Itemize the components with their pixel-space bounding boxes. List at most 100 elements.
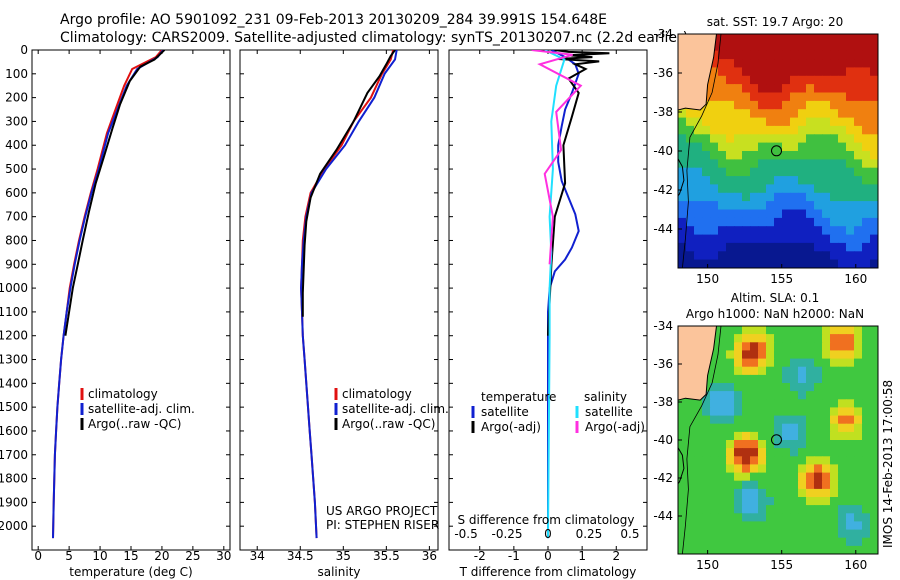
- map-cell: [702, 209, 711, 219]
- map-cell: [774, 407, 783, 417]
- map-cell: [806, 342, 815, 351]
- map-cell: [806, 176, 815, 186]
- map-cell: [870, 176, 878, 186]
- map-cell: [782, 50, 791, 60]
- map-cell: [854, 488, 863, 498]
- map-cell: [798, 142, 807, 152]
- map-cell: [686, 159, 695, 169]
- map-cell: [806, 184, 815, 194]
- map-cell: [838, 234, 847, 244]
- map-cell: [806, 407, 815, 417]
- map-cell: [758, 383, 767, 392]
- map-cell: [870, 472, 878, 482]
- y-tick-label: 1100: [0, 305, 28, 319]
- map-cell: [846, 423, 855, 433]
- x-axis-label: temperature (deg C): [69, 565, 192, 579]
- map-cell: [798, 184, 807, 194]
- map-cell: [854, 391, 863, 400]
- map-cell: [846, 431, 855, 441]
- map-cell: [798, 109, 807, 119]
- map-cell: [854, 521, 863, 531]
- map-cell: [718, 192, 727, 202]
- map-cell: [782, 67, 791, 77]
- map-cell: [678, 259, 687, 268]
- y-tick-label: 1900: [0, 495, 28, 509]
- series-line-2: [301, 50, 396, 317]
- map-cell: [870, 448, 878, 457]
- map-cell: [822, 537, 831, 547]
- map-cell: [790, 440, 799, 449]
- map-cell: [790, 464, 799, 474]
- map-cell: [742, 407, 751, 417]
- map-cell: [774, 545, 783, 554]
- map-cell: [726, 399, 735, 408]
- map-cell: [830, 92, 839, 102]
- map-cell: [790, 50, 799, 60]
- map-cell: [766, 334, 775, 343]
- map-cell: [758, 251, 767, 261]
- map-cell: [734, 84, 743, 94]
- map-cell: [870, 192, 878, 202]
- map-cell: [774, 100, 783, 110]
- map-cell: [710, 448, 719, 457]
- map-cell: [710, 497, 719, 506]
- map-cell: [806, 259, 815, 268]
- map-cell: [726, 521, 735, 531]
- y-tick-label: 0: [20, 43, 28, 57]
- map-cell: [830, 151, 839, 160]
- map-cell: [710, 117, 719, 127]
- map-cell: [854, 415, 863, 425]
- map-cell: [790, 259, 799, 268]
- map-cell: [678, 125, 687, 135]
- map-cell: [782, 391, 791, 400]
- map-cell: [750, 456, 759, 465]
- map-cell: [854, 151, 863, 160]
- map-cell: [846, 358, 855, 368]
- map-cell: [702, 440, 711, 449]
- map-cell: [710, 464, 719, 474]
- map-cell: [814, 431, 823, 441]
- map-cell: [862, 440, 871, 449]
- map-cell: [686, 545, 695, 554]
- map-cell: [838, 448, 847, 457]
- map-cell: [798, 472, 807, 482]
- map-cell: [782, 529, 791, 539]
- series-group: [300, 50, 398, 539]
- map-cell: [862, 431, 871, 441]
- map-cell: [798, 505, 807, 514]
- map-cell: [758, 142, 767, 152]
- map-cell: [734, 415, 743, 425]
- map-cell: [766, 448, 775, 457]
- map-cell: [822, 366, 831, 376]
- map-cell: [678, 167, 687, 177]
- map-cell: [806, 75, 815, 85]
- map-cell: [814, 192, 823, 202]
- map-field: [678, 326, 878, 554]
- map-cell: [774, 209, 783, 219]
- map-cell: [846, 84, 855, 94]
- map-cell: [766, 234, 775, 244]
- map-cell: [846, 464, 855, 474]
- map-cell: [798, 134, 807, 144]
- map-cell: [742, 358, 751, 368]
- legend-heading: salinity: [584, 390, 627, 404]
- map-cell: [822, 226, 831, 236]
- map-cell: [742, 59, 751, 69]
- map-cell: [686, 117, 695, 127]
- map-cell: [726, 259, 735, 268]
- map-cell: [846, 151, 855, 160]
- map-cell: [718, 448, 727, 457]
- map-cell: [774, 521, 783, 531]
- map-cell: [734, 448, 743, 457]
- map-cell: [678, 234, 687, 244]
- map-cell: [870, 391, 878, 400]
- map-cell: [726, 529, 735, 539]
- map-cell: [838, 537, 847, 547]
- land-tasmania: [678, 447, 685, 485]
- map-cell: [758, 192, 767, 202]
- map-cell: [822, 92, 831, 102]
- map-cell: [734, 59, 743, 69]
- map-cell: [854, 464, 863, 474]
- map-cell: [766, 472, 775, 482]
